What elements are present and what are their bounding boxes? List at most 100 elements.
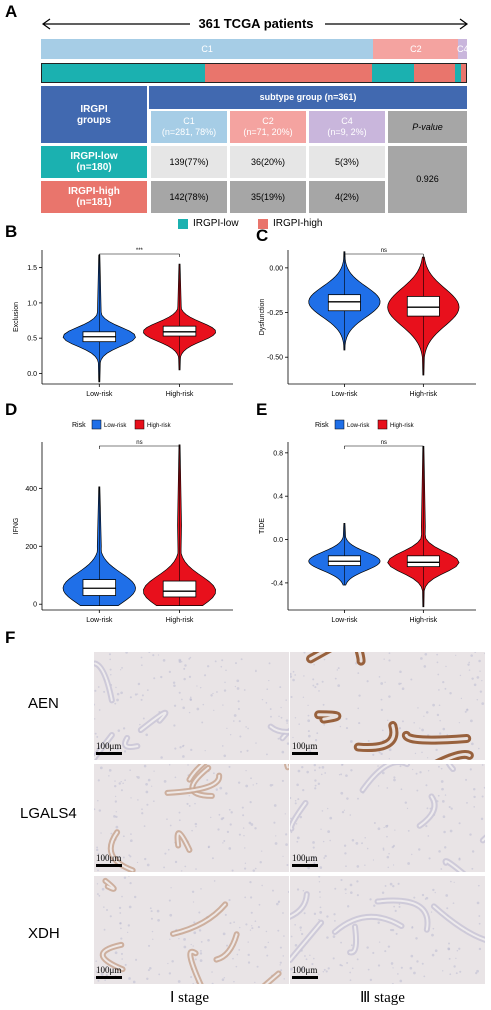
cohort-label: 361 TCGA patients xyxy=(198,16,314,31)
scale-label: 100μm xyxy=(292,965,318,975)
legend-title: Risk xyxy=(72,422,86,429)
cell-high-c4: 4(2%) xyxy=(309,181,385,213)
ihc-image-xdh-col1: 100μm xyxy=(94,876,289,984)
panel-label-d: D xyxy=(5,400,18,419)
x-tick-label: Low-risk xyxy=(86,617,113,624)
y-tick-label: 0 xyxy=(33,602,37,609)
x-tick-label: High-risk xyxy=(166,617,194,624)
scale-label: 100μm xyxy=(96,965,122,975)
panel-label-f: F xyxy=(5,628,16,647)
x-tick-label: Low-risk xyxy=(86,391,113,398)
y-axis-title: Dysfunction xyxy=(259,299,266,336)
violin-chart-tide: 0.8 0.4 0.0 -0.4 TIDE Low-risk High-risk ns Risk… xyxy=(259,419,476,624)
ihc-image-aen-col2: 100μm xyxy=(290,652,485,760)
risk-bar-segment xyxy=(371,64,415,82)
subtype-header: subtype group (n=361) xyxy=(149,86,467,109)
y-tick-label: 0.0 xyxy=(27,371,37,378)
y-tick-label: 200 xyxy=(25,544,37,551)
legend-a-high-swatch xyxy=(258,218,268,229)
y-tick-label: -0.25 xyxy=(267,310,283,317)
subtype-bar-segment-c1: C1 xyxy=(41,39,374,59)
ihc-image-lgals4-col1: 100μm xyxy=(94,764,289,872)
y-tick-label: 0.0 xyxy=(273,537,283,544)
panel-label-b: B xyxy=(5,222,18,241)
subtype-bar: C1 C2 C4 xyxy=(41,39,468,59)
violin-chart-ifng: 0 200 400 IFNG Low-risk High-risk ns Risk Low-ri… xyxy=(13,419,233,624)
cell-high-c2: 35(19%) xyxy=(230,181,306,213)
column-label-stage-1: Ⅰ stage xyxy=(170,990,209,1006)
legend-label-low-risk: Low-risk xyxy=(104,423,127,429)
scale-bar xyxy=(96,976,122,979)
ihc-image-aen-col1: 100μm xyxy=(94,652,289,760)
legend-swatch-high-risk xyxy=(134,419,145,430)
scale-bar xyxy=(96,864,122,867)
panel-label-a: A xyxy=(5,2,18,21)
legend-swatch-high-risk xyxy=(377,419,388,430)
scale-label: 100μm xyxy=(292,741,318,751)
cell-high-c1: 142(78%) xyxy=(151,181,227,213)
legend-label-high-risk: High-risk xyxy=(390,423,415,429)
x-tick-label: High-risk xyxy=(410,391,438,398)
risk-bar-segment xyxy=(461,64,466,82)
legend-swatch-low-risk xyxy=(91,419,102,430)
legend-label-high-risk: High-risk xyxy=(147,423,172,429)
scale-label: 100μm xyxy=(96,853,122,863)
scale-label: 100μm xyxy=(292,853,318,863)
col-header-c1: C1 (n=281, 78%) xyxy=(151,111,227,143)
y-tick-label: 1.5 xyxy=(27,265,37,272)
legend-a-high-label: IRGPI-high xyxy=(273,218,323,229)
risk-bar xyxy=(41,63,467,83)
cell-low-c2: 36(20%) xyxy=(230,146,306,178)
y-tick-label: 0.8 xyxy=(273,450,283,457)
legend-a-low-label: IRGPI-low xyxy=(193,218,239,229)
row-label-high: IRGPI-high (n=181) xyxy=(41,181,147,213)
row-label-xdh: XDH xyxy=(28,925,60,942)
column-label-stage-3: Ⅲ stage xyxy=(360,990,405,1006)
risk-bar-segment xyxy=(414,64,456,82)
y-tick-label: -0.4 xyxy=(271,580,283,587)
box-high-risk xyxy=(406,296,440,317)
group-header: IRGPI groups xyxy=(41,86,147,143)
row-label-aen: AEN xyxy=(28,695,59,712)
y-tick-label: 0.00 xyxy=(269,265,283,272)
cohort-arrow xyxy=(41,16,469,32)
row-label-lgals4: LGALS4 xyxy=(20,805,77,822)
panel-label-e: E xyxy=(256,400,268,419)
scale-bar xyxy=(292,752,318,755)
y-tick-label: 1.0 xyxy=(27,300,37,307)
scale-bar xyxy=(292,864,318,867)
ihc-image-xdh-col2: 100μm xyxy=(290,876,485,984)
legend-a-low-swatch xyxy=(178,218,188,229)
y-axis-title: IFNG xyxy=(13,518,20,535)
risk-bar-segment xyxy=(42,64,206,82)
box-high-risk xyxy=(406,555,440,568)
x-tick-label: High-risk xyxy=(166,391,194,398)
cell-low-c4: 5(3%) xyxy=(309,146,385,178)
y-tick-label: 0.4 xyxy=(273,494,283,501)
violin-chart-dysfunction: 0.00 -0.25 -0.50 Dysfunction Low-risk High-ri… xyxy=(259,248,476,398)
significance-label: ns xyxy=(136,440,142,446)
box-high-risk xyxy=(162,325,197,337)
y-tick-label: 400 xyxy=(25,486,37,493)
ihc-image-lgals4-col2: 100μm xyxy=(290,764,485,872)
legend-a-low: IRGPI-low xyxy=(178,218,239,229)
significance-label: *** xyxy=(136,248,144,254)
scale-bar xyxy=(96,752,122,755)
cell-low-c1: 139(77%) xyxy=(151,146,227,178)
col-header-c2: C2 (n=71, 20%) xyxy=(230,111,306,143)
scale-bar xyxy=(292,976,318,979)
significance-label: ns xyxy=(381,440,387,446)
subtype-bar-segment-c4: C4 xyxy=(457,39,468,59)
subtype-table: IRGPI groups subtype group (n=361) C1 (n… xyxy=(41,86,467,213)
legend-swatch-low-risk xyxy=(334,419,345,430)
col-header-pvalue: P-value xyxy=(388,111,467,143)
p-value-cell: 0.926 xyxy=(388,146,467,213)
y-axis-title: Exclusion xyxy=(13,302,20,332)
box-low-risk xyxy=(327,294,361,312)
violin-chart-exclusion: 0.0 0.5 1.0 1.5 Exclusion Low-risk High-risk **… xyxy=(13,248,233,398)
row-label-low: IRGPI-low (n=180) xyxy=(41,146,147,178)
subtype-bar-segment-c2: C2 xyxy=(373,39,459,59)
panel-label-c: C xyxy=(256,226,269,245)
x-tick-label: Low-risk xyxy=(331,617,358,624)
significance-label: ns xyxy=(381,248,387,254)
